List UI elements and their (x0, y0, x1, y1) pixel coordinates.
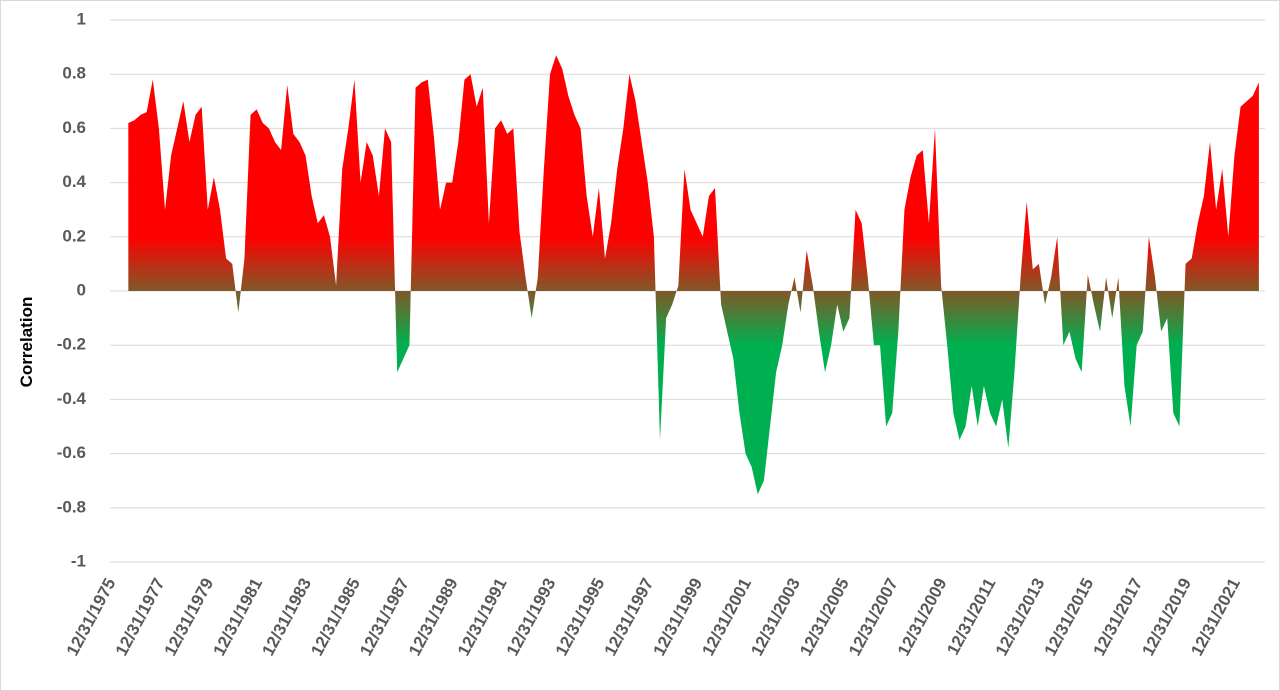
y-tick-label: 0.2 (62, 226, 86, 245)
y-tick-label: 0 (77, 280, 86, 299)
y-tick-label: 1 (77, 9, 86, 28)
y-tick-label: -0.4 (57, 389, 87, 408)
y-tick-label: -0.8 (57, 497, 86, 516)
y-tick-label: 0.8 (62, 64, 86, 83)
y-tick-label: -0.6 (57, 443, 86, 462)
y-tick-label: 0.4 (62, 172, 86, 191)
y-tick-label: -1 (71, 551, 86, 570)
y-axis-title: Correlation (17, 297, 36, 388)
y-tick-label: -0.2 (57, 335, 86, 354)
area (128, 55, 1259, 495)
y-tick-label: 0.6 (62, 118, 86, 137)
